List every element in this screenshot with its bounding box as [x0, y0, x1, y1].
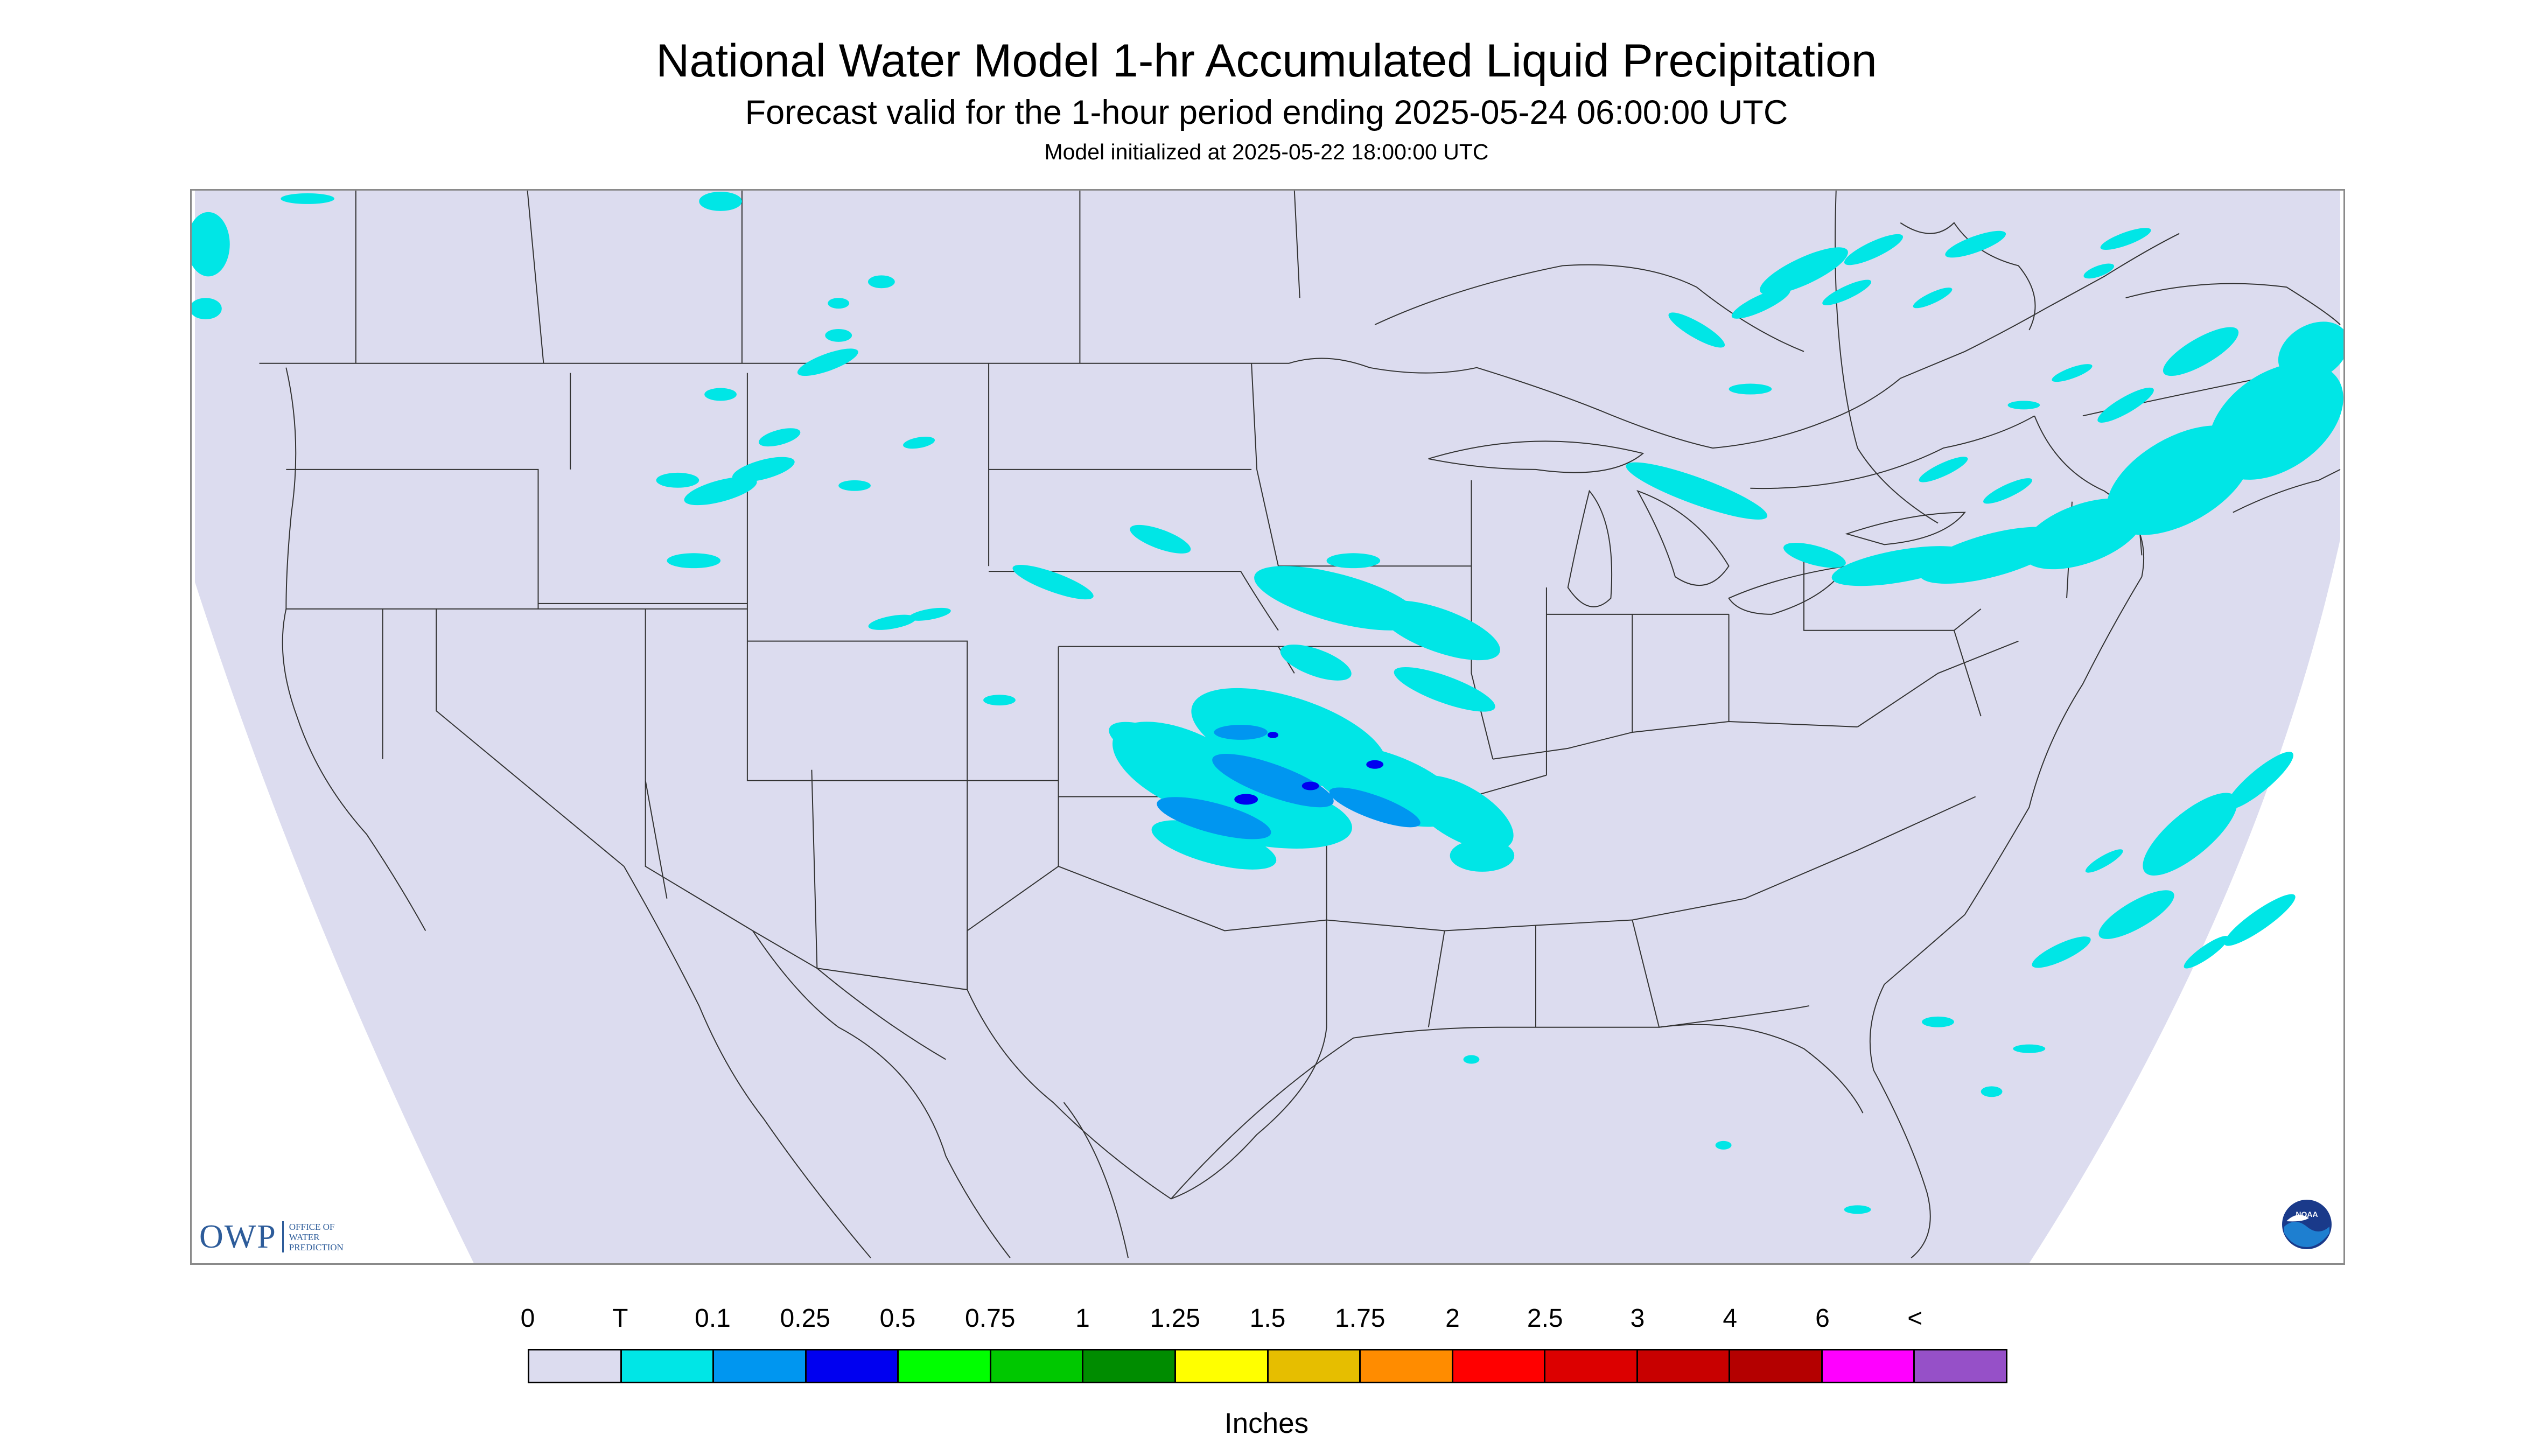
legend-tick-label: 3 [1630, 1304, 1645, 1333]
legend-unit-label: Inches [1224, 1408, 1309, 1439]
precipitation-trace [192, 191, 2343, 1214]
noaa-logo-icon: NOAA [2282, 1200, 2332, 1249]
legend-tick-label: 4 [1723, 1304, 1738, 1333]
precipitation-light [1157, 725, 1421, 839]
legend-swatch [806, 1350, 899, 1382]
legend-swatch [1453, 1350, 1546, 1382]
legend-tick-label: 0.25 [780, 1304, 830, 1333]
map-canvas [192, 191, 2343, 1263]
map-title: National Water Model 1-hr Accumulated Li… [656, 35, 1877, 87]
legend-tick-label: 2.5 [1527, 1304, 1563, 1333]
legend-tick-label: T [612, 1304, 628, 1333]
legend-colorbar [528, 1349, 2007, 1383]
legend-swatch [1822, 1350, 1915, 1382]
legend-swatch [621, 1350, 715, 1382]
legend-swatch [1730, 1350, 1823, 1382]
owp-logo-name: Office of Water Prediction [289, 1221, 344, 1252]
legend-swatch [1545, 1350, 1638, 1382]
legend-swatch [1175, 1350, 1269, 1382]
legend-swatch [1083, 1350, 1176, 1382]
owp-logo-mark: OWP [199, 1219, 277, 1255]
legend-swatch [1638, 1350, 1731, 1382]
model-init-line: Model initialized at 2025-05-22 18:00:00… [1044, 139, 1489, 164]
forecast-valid-subtitle: Forecast valid for the 1-hour period end… [745, 94, 1788, 131]
owp-logo-divider [282, 1221, 284, 1252]
legend-tick-label: < [1907, 1304, 1923, 1333]
legend-swatch [1268, 1350, 1361, 1382]
legend-tick-label: 1.25 [1150, 1304, 1200, 1333]
legend-tick-label: 1.5 [1249, 1304, 1286, 1333]
legend-tick-label: 1 [1075, 1304, 1090, 1333]
legend-swatch [529, 1350, 622, 1382]
legend-swatch [714, 1350, 807, 1382]
legend-tick-label: 0.75 [965, 1304, 1016, 1333]
owp-logo: OWP Office of Water Prediction [199, 1220, 344, 1254]
legend-tick-label: 0 [520, 1304, 535, 1333]
legend-swatch [991, 1350, 1084, 1382]
legend-tick-labels: 0 T 0.1 0.25 0.5 0.75 1 1.25 1.5 1.75 2 2.5 3 4 6 < [521, 1304, 2007, 1338]
precipitation-moderate [1234, 731, 1384, 805]
legend-tick-label: 1.75 [1335, 1304, 1386, 1333]
legend-tick-label: 2 [1445, 1304, 1460, 1333]
svg-text:NOAA: NOAA [2296, 1210, 2318, 1219]
legend-swatch [899, 1350, 991, 1382]
legend-swatch [1915, 1350, 2006, 1382]
legend-tick-label: 0.1 [695, 1304, 731, 1333]
legend-swatch [1361, 1350, 1453, 1382]
political-boundaries [259, 191, 2341, 1258]
legend-tick-label: 6 [1815, 1304, 1830, 1333]
precipitation-map [190, 189, 2345, 1265]
legend-tick-label: 0.5 [879, 1304, 916, 1333]
